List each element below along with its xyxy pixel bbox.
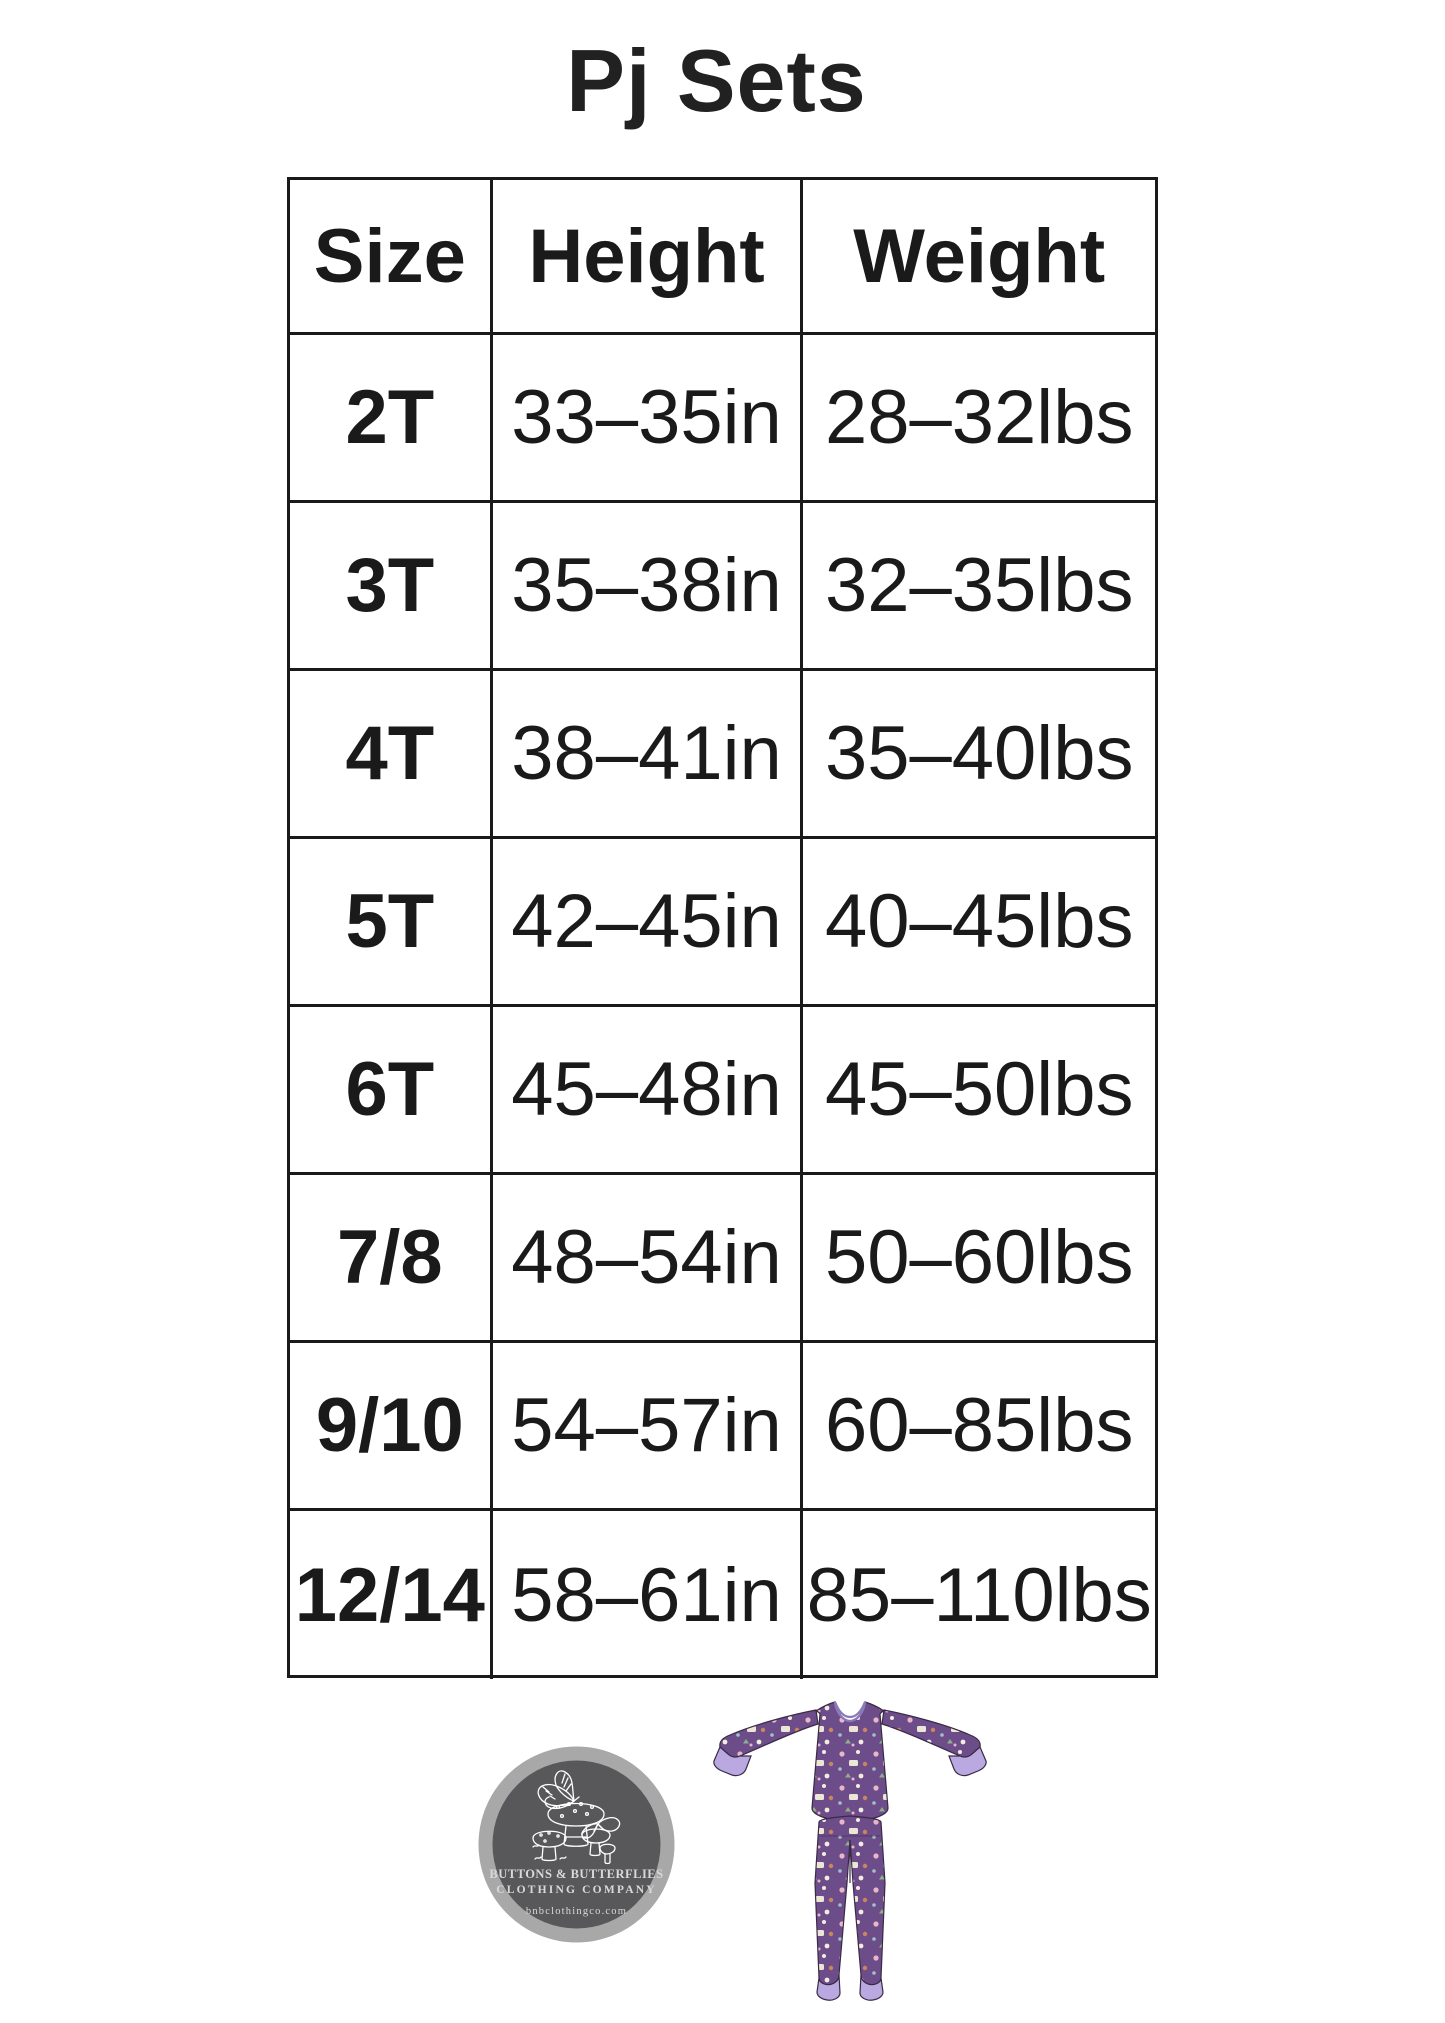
svg-text:bnbclothingco.com: bnbclothingco.com	[526, 1906, 627, 1917]
svg-text:CLOTHING COMPANY: CLOTHING COMPANY	[496, 1884, 657, 1896]
svg-text:BUTTONS & BUTTERFLIES: BUTTONS & BUTTERFLIES	[489, 1867, 663, 1881]
